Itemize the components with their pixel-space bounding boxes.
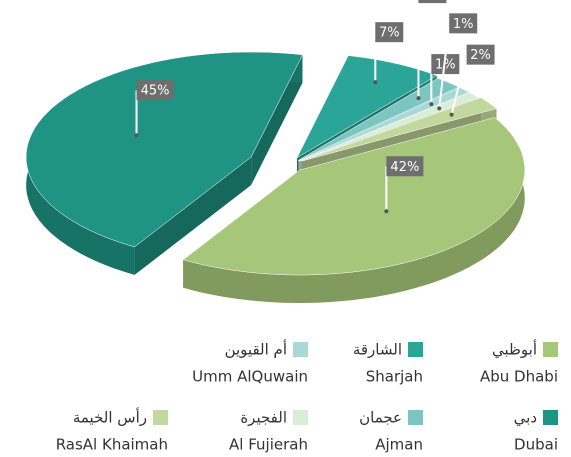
value-label-box <box>386 156 424 177</box>
legend-swatch <box>408 342 423 357</box>
leader-line <box>438 23 451 109</box>
slice <box>25 51 303 248</box>
legend-label: Sharjah <box>366 368 423 386</box>
leader-dot <box>416 96 421 101</box>
legend-swatch <box>153 410 168 425</box>
slice-face <box>134 157 252 275</box>
legend-swatch <box>543 410 558 425</box>
slice <box>296 55 438 159</box>
value-label-box <box>449 13 478 34</box>
leader-dot <box>134 133 139 138</box>
slice <box>299 92 480 162</box>
legend-swatch <box>408 410 423 425</box>
legend-label: Umm AlQuwain <box>192 368 308 386</box>
slice <box>301 97 498 162</box>
legend-label-ar: دبي <box>514 409 537 428</box>
value-label: 1% <box>435 58 456 73</box>
legend-label: Dubai <box>514 436 558 454</box>
slice-side <box>183 117 525 303</box>
value-label: 2% <box>470 48 491 63</box>
value-label-box <box>466 44 495 65</box>
value-label: 1% <box>453 17 474 32</box>
leader-line <box>450 54 468 115</box>
leader-dot <box>429 102 434 107</box>
slice <box>182 117 526 276</box>
legend-label-ar: الشارقة <box>353 341 402 359</box>
legend-swatch <box>293 410 308 425</box>
legend-swatch <box>293 342 308 357</box>
legend-swatch <box>543 342 558 357</box>
legend-label: Al Fujierah <box>229 436 308 454</box>
leader-dot <box>437 106 442 111</box>
value-label-box <box>136 80 174 101</box>
leader-dot <box>384 209 389 214</box>
legend-label-ar: رأس الخيمة <box>73 408 147 427</box>
legend-label-ar: أبوظبي <box>492 340 537 360</box>
leader-dot <box>373 80 378 85</box>
value-label-box <box>375 22 404 43</box>
value-label: 42% <box>390 160 419 175</box>
slice <box>298 87 470 162</box>
value-label: 2% <box>422 0 443 2</box>
value-label: 45% <box>141 84 170 99</box>
legend-label-ar: عجمان <box>359 409 402 427</box>
legend-label: Ajman <box>375 436 423 454</box>
slice-face <box>251 54 303 186</box>
value-labels: 42% 45% 7% 2% 1% 1% 2% <box>134 0 495 214</box>
leader-dot <box>449 112 454 117</box>
legend-label-ar: أم القيوين <box>225 340 287 359</box>
value-label-box <box>418 0 447 4</box>
value-label: 7% <box>379 26 400 41</box>
legend-label-ar: الفجيرة <box>240 409 287 427</box>
legend-label: Abu Dhabi <box>480 368 558 386</box>
legend-label: RasAl Khaimah <box>56 436 168 454</box>
